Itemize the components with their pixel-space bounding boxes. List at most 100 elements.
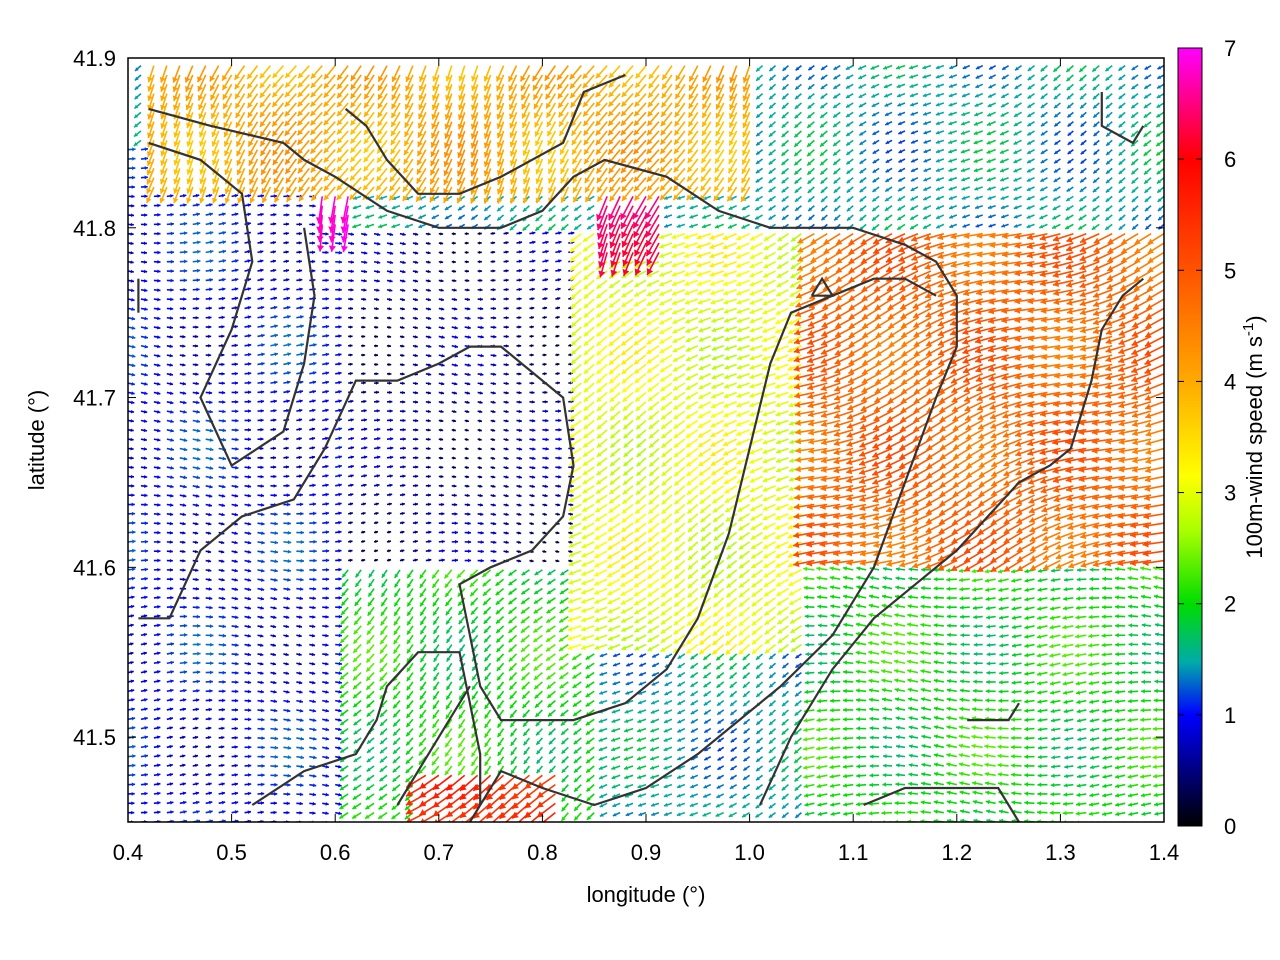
wind-vector — [502, 821, 504, 822]
wind-vector — [1051, 764, 1061, 769]
wind-vector — [855, 792, 867, 797]
wind-vector — [561, 784, 569, 793]
wind-vector — [296, 764, 304, 769]
wind-vector — [352, 793, 362, 801]
wind-vector — [270, 773, 278, 778]
wind-vector — [296, 801, 303, 806]
wind-vector — [1037, 791, 1048, 797]
wind-vector — [166, 735, 173, 740]
wind-vector — [166, 782, 174, 786]
wind-vector — [650, 774, 660, 780]
wind-vector — [270, 810, 277, 815]
wind-vector — [339, 737, 349, 744]
wind-vector — [741, 802, 751, 809]
wind-vector — [179, 800, 187, 805]
wind-vector — [535, 746, 544, 755]
wind-vector — [366, 737, 375, 745]
wind-vector — [405, 737, 414, 746]
wind-vector — [378, 784, 388, 792]
wind-vector — [283, 801, 290, 806]
wind-vector — [933, 771, 945, 777]
wind-vector — [908, 734, 919, 740]
wind-vector — [843, 802, 854, 807]
wind-vector — [663, 737, 673, 742]
wind-vector — [309, 783, 317, 788]
wind-vector — [997, 772, 1009, 777]
wind-vector — [153, 791, 161, 796]
wind-vector — [179, 810, 187, 814]
wind-vector — [946, 781, 957, 786]
wind-vector — [353, 737, 362, 745]
wind-vector — [365, 783, 375, 791]
wind-vector — [638, 811, 647, 817]
wind-vector — [364, 811, 375, 820]
wind-vector — [933, 800, 944, 805]
wind-vector — [829, 764, 841, 770]
wind-vector — [391, 793, 401, 801]
wind-vector — [794, 784, 802, 792]
wind-vector — [637, 802, 647, 807]
wind-vector — [257, 754, 265, 759]
wind-vector — [472, 774, 492, 792]
wind-vector — [881, 801, 893, 806]
wind-vector — [663, 755, 673, 761]
wind-vector — [1128, 802, 1139, 807]
wind-vector — [676, 774, 686, 779]
wind-vector — [1141, 811, 1152, 817]
wind-vector — [483, 737, 492, 748]
wind-vector — [997, 781, 1009, 786]
wind-vector — [598, 774, 608, 780]
wind-vector — [244, 773, 252, 777]
wind-vector — [231, 791, 239, 796]
wind-vector — [1088, 811, 1100, 816]
wind-vector — [676, 765, 686, 770]
wind-vector — [244, 782, 252, 787]
wind-vector — [908, 781, 919, 787]
wind-vector — [418, 765, 427, 775]
wind-vector — [1102, 746, 1113, 751]
wind-vector — [781, 812, 789, 819]
wind-vector — [548, 737, 556, 745]
wind-vector — [140, 744, 149, 749]
wind-vector — [1089, 755, 1100, 760]
wind-vector — [424, 821, 426, 822]
wind-vector — [856, 735, 867, 741]
wind-vector — [179, 772, 186, 777]
wind-vector — [205, 754, 212, 758]
wind-vector — [803, 774, 815, 780]
wind-vector — [205, 763, 212, 768]
wind-vector — [933, 743, 945, 749]
wind-vector — [817, 811, 828, 817]
wind-vector — [192, 735, 199, 740]
wind-vector — [192, 810, 200, 814]
wind-vector — [869, 754, 880, 759]
wind-vector — [444, 746, 453, 758]
wind-vector — [1064, 746, 1074, 751]
wind-vector — [166, 744, 173, 749]
wind-vector — [1102, 783, 1113, 789]
wind-vector — [971, 743, 983, 749]
wind-vector — [352, 802, 362, 810]
wind-vector — [676, 755, 686, 761]
wind-vector — [585, 774, 595, 783]
wind-vector — [309, 736, 317, 741]
wind-vector — [205, 735, 212, 740]
wind-vector — [1153, 792, 1164, 798]
wind-vector — [366, 746, 375, 754]
wind-vector — [768, 802, 776, 810]
wind-vector — [296, 783, 304, 787]
wind-vector — [781, 784, 789, 791]
wind-vector — [1128, 811, 1139, 817]
wind-vector — [179, 763, 186, 768]
wind-vector — [649, 755, 660, 761]
wind-vector — [793, 756, 802, 764]
wind-vector — [1063, 783, 1074, 788]
wind-vector — [855, 811, 867, 816]
wind-vector — [742, 783, 751, 790]
wind-vector — [548, 756, 556, 764]
wind-vector — [972, 790, 983, 795]
wind-vector — [450, 821, 452, 822]
wind-vector — [816, 746, 828, 751]
wind-vector — [856, 745, 867, 750]
wind-vector — [829, 745, 841, 751]
